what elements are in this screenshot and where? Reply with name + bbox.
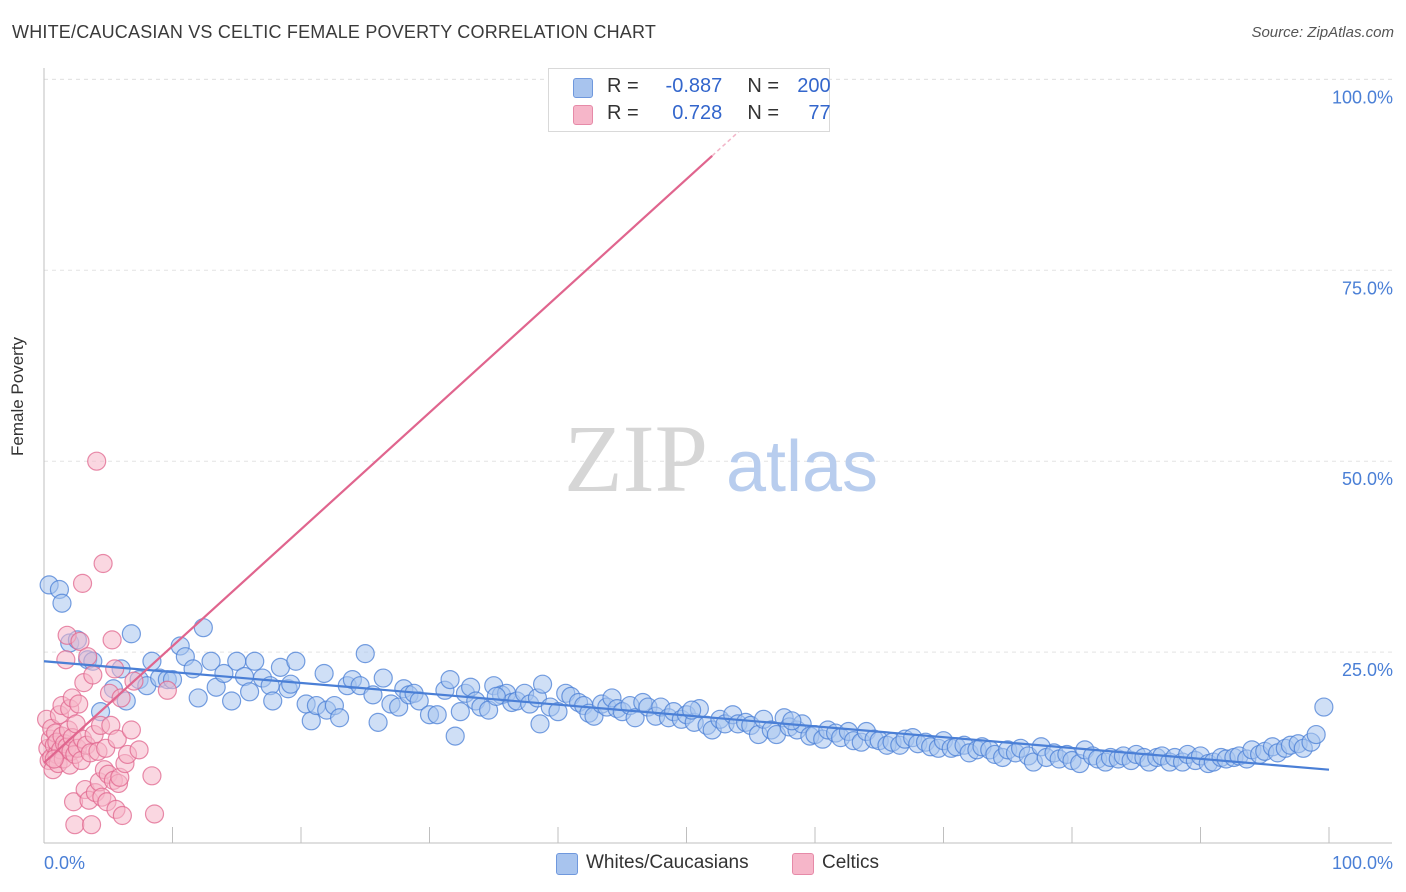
point-whites (329, 708, 350, 728)
y-tick-label: 75.0% (1342, 278, 1393, 298)
point-whites (286, 651, 306, 671)
correlation-legend: R = -0.887 N = 200 R = 0.728 N = 77 (548, 68, 831, 132)
point-celtics (70, 631, 90, 652)
series-celtics-points (36, 451, 177, 835)
y-tick-label: 25.0% (1342, 660, 1393, 680)
chart-title: WHITE/CAUCASIAN VS CELTIC FEMALE POVERTY… (12, 22, 657, 42)
point-whites (355, 644, 375, 664)
point-whites (121, 624, 141, 644)
point-celtics (102, 630, 122, 650)
bottom-legend-label-celtics: Celtics (822, 852, 880, 873)
x-tick-label-max: 100.0% (1332, 853, 1393, 873)
legend-r-value: 0.728 (672, 102, 723, 124)
legend-r-label: R = (607, 75, 639, 97)
trend-line-whites (43, 660, 1330, 771)
point-celtics (87, 451, 107, 471)
point-whites (625, 708, 645, 728)
point-whites (440, 669, 460, 690)
point-whites (1314, 697, 1334, 717)
y-tick-label: 50.0% (1342, 469, 1393, 489)
point-whites (1306, 724, 1326, 745)
y-tick-label: 100.0% (1332, 87, 1393, 107)
point-whites (530, 714, 550, 734)
point-celtics (107, 729, 127, 749)
point-whites (52, 593, 72, 613)
legend-row-whites: R = -0.887 N = 200 (549, 73, 831, 99)
point-whites (427, 705, 447, 725)
watermark-atlas: atlas (726, 427, 878, 507)
point-celtics (111, 688, 131, 708)
point-whites (214, 663, 234, 684)
bottom-legend-swatch-whites (556, 853, 578, 875)
point-celtics (65, 815, 85, 835)
point-whites (450, 702, 470, 722)
legend-r-value: -0.887 (665, 75, 723, 97)
point-whites (188, 688, 208, 708)
point-whites (389, 697, 409, 717)
point-whites (240, 682, 260, 702)
legend-swatch-whites (573, 78, 593, 98)
point-celtics (142, 766, 162, 786)
x-tick-label-min: 0.0% (44, 853, 85, 873)
point-whites (263, 691, 283, 711)
legend-swatch-celtics (573, 105, 593, 125)
point-celtics (69, 694, 89, 714)
point-celtics (112, 805, 132, 826)
y-axis-label: Female Poverty (8, 336, 27, 456)
point-celtics (81, 815, 102, 835)
point-whites (486, 686, 506, 706)
point-whites (782, 711, 802, 731)
point-whites (142, 651, 162, 671)
point-celtics (72, 573, 93, 593)
bottom-legend-swatch-celtics (792, 853, 814, 875)
legend-n-label: N = (747, 75, 780, 97)
point-celtics (56, 650, 76, 670)
series-whites-points (39, 575, 1334, 774)
legend-n-label: N = (747, 102, 780, 124)
watermark-zip: ZIP (564, 405, 708, 512)
legend-r-label: R = (607, 102, 639, 124)
point-whites (373, 668, 393, 688)
legend-n-value: 77 (808, 102, 831, 124)
point-celtics (129, 740, 149, 760)
point-celtics (93, 553, 113, 574)
legend-row-celtics: R = 0.728 N = 77 (549, 100, 831, 126)
point-whites (532, 674, 553, 694)
point-whites (245, 651, 265, 671)
bottom-legend-label-whites: Whites/Caucasians (586, 852, 749, 873)
grid-lines (44, 78, 1392, 653)
tick-labels: 25.0% 50.0% 75.0% 100.0% 0.0% 100.0% (44, 87, 1393, 873)
legend-n-value: 200 (797, 75, 831, 97)
point-celtics (144, 804, 165, 824)
source-label: Source: ZipAtlas.com (1251, 24, 1394, 41)
point-celtics (105, 659, 125, 679)
point-whites (281, 674, 301, 694)
point-celtics (157, 680, 177, 700)
point-whites (222, 691, 242, 711)
watermark: ZIP atlas (564, 405, 878, 512)
point-whites (548, 702, 568, 722)
point-celtics (83, 665, 103, 685)
point-whites (201, 651, 221, 671)
trend-line-celtics (43, 154, 713, 764)
point-celtics (121, 720, 141, 740)
point-whites (193, 618, 213, 638)
point-whites (445, 726, 465, 746)
point-celtics (44, 749, 64, 769)
point-whites (314, 663, 334, 684)
point-celtics (78, 647, 98, 667)
point-whites (368, 712, 388, 732)
